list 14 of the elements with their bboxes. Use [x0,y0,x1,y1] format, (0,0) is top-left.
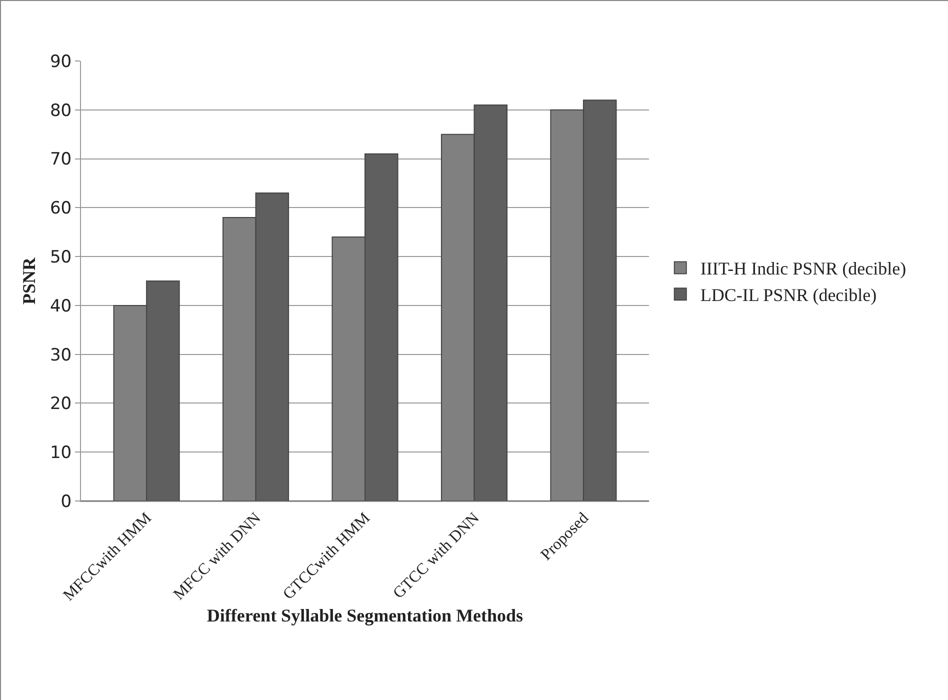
y-tick-label: 40 [50,296,72,316]
y-axis-title: PSNR [19,256,39,305]
legend-label: IIIT-H Indic PSNR (decible) [700,258,906,279]
y-tick-label: 90 [50,52,72,72]
y-tick-label: 60 [50,198,72,219]
y-tick-label: 80 [50,100,72,121]
legend-label: LDC-IL PSNR (decible) [700,285,877,306]
x-axis-title: Different Syllable Segmentation Methods [206,605,524,626]
y-tick-label: 50 [50,248,72,268]
y-tick-label: 0 [60,492,72,512]
y-tick-label: 10 [50,443,72,464]
y-tick-label: 30 [50,345,72,366]
y-tick-label: 70 [50,150,72,170]
y-tick-label: 20 [50,394,72,414]
